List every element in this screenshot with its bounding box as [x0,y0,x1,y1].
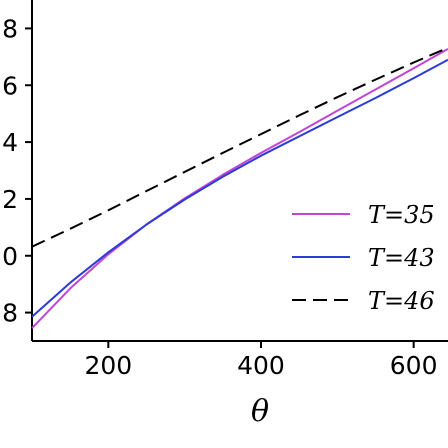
y-tick-label: 4 [2,128,18,157]
y-tick-label: 2 [2,185,18,214]
legend-label-2: T=43 [368,244,435,272]
y-tick-label: 6 [2,71,18,100]
y-tick-label: 8 [2,14,18,43]
legend-label-1: T=35 [368,201,435,229]
x-axis-title: θ [251,394,269,429]
series-line-2 [31,58,448,318]
x-axis-ticks: 200 400 600 [84,341,438,380]
legend-label-3: T=46 [368,287,435,315]
series-line-3 [31,46,448,248]
y-axis-ticks: 8 0 2 4 6 8 [2,14,32,328]
x-tick-label: 200 [84,351,132,380]
axes [31,0,448,342]
x-tick-label: 600 [390,351,438,380]
plot-lines [31,46,448,329]
y-tick-label: 8 [2,299,18,328]
series-line-1 [31,48,448,329]
x-tick-label: 400 [237,351,285,380]
legend: T=35 T=43 T=46 [292,201,435,315]
y-tick-label: 0 [2,242,18,271]
